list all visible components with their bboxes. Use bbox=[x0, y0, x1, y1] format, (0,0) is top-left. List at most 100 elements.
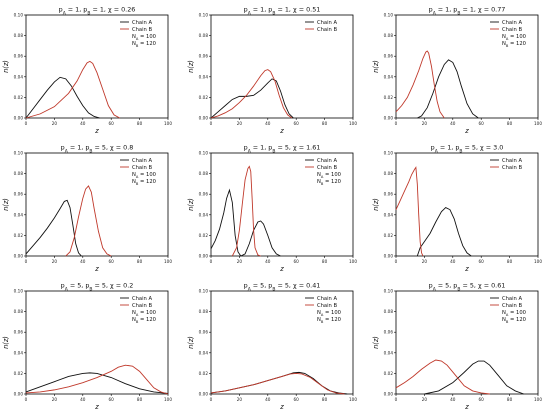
axes-frame bbox=[395, 14, 539, 119]
x-tick-label: 40 bbox=[450, 397, 456, 402]
legend-annotation: NB = 120 bbox=[132, 41, 156, 48]
y-tick-label: 0.04 bbox=[384, 212, 394, 217]
series-chain-b-line bbox=[395, 359, 490, 395]
x-tick-label: 20 bbox=[422, 121, 428, 126]
panel-title: pA = 1, pB = 5, χ = 3.0 bbox=[431, 144, 504, 155]
x-axis-label: z bbox=[94, 265, 99, 273]
legend-entry: Chain B bbox=[132, 303, 152, 309]
x-tick-label: 60 bbox=[294, 397, 300, 402]
y-tick-label: 0.08 bbox=[384, 171, 394, 176]
x-tick-label: 100 bbox=[164, 121, 172, 126]
legend-entry: Chain B bbox=[317, 165, 337, 171]
y-tick-label: 0.00 bbox=[199, 254, 209, 259]
x-tick-label: 100 bbox=[349, 397, 357, 402]
x-axis-label: z bbox=[279, 403, 284, 411]
legend-entry: Chain A bbox=[502, 296, 522, 302]
x-tick-label: 80 bbox=[507, 259, 513, 264]
legend-annotation: NA = 100 bbox=[132, 310, 156, 317]
legend-entry: Chain B bbox=[317, 303, 337, 309]
y-tick-label: 0.08 bbox=[199, 309, 209, 314]
y-tick-label: 0.06 bbox=[384, 192, 394, 197]
series-chain-a-line bbox=[25, 76, 100, 119]
y-tick-label: 0.04 bbox=[14, 74, 24, 79]
y-tick-label: 0.06 bbox=[384, 330, 394, 335]
x-tick-label: 80 bbox=[507, 397, 513, 402]
y-tick-label: 0.08 bbox=[14, 309, 24, 314]
y-tick-label: 0.02 bbox=[14, 233, 24, 238]
series-chain-b-line bbox=[231, 165, 261, 257]
x-tick-label: 20 bbox=[52, 259, 58, 264]
x-tick-label: 20 bbox=[52, 397, 58, 402]
x-tick-label: 60 bbox=[479, 259, 485, 264]
x-tick-label: 40 bbox=[265, 397, 271, 402]
x-tick-label: 100 bbox=[164, 259, 172, 264]
x-tick-label: 40 bbox=[80, 121, 86, 126]
legend-annotation: NB = 120 bbox=[317, 179, 341, 186]
y-tick-label: 0.00 bbox=[384, 254, 394, 259]
legend-entry: Chain A bbox=[317, 20, 337, 26]
y-tick-label: 0.10 bbox=[199, 13, 209, 18]
y-tick-label: 0.10 bbox=[384, 151, 394, 156]
x-tick-label: 100 bbox=[534, 397, 542, 402]
series-chain-a-line bbox=[416, 207, 472, 257]
axes-frame bbox=[25, 152, 169, 257]
legend-entry: Chain B bbox=[502, 27, 522, 33]
x-tick-label: 100 bbox=[349, 121, 357, 126]
x-tick-label: 0 bbox=[210, 259, 213, 264]
legend-entry: Chain B bbox=[317, 27, 337, 33]
panel-4: pA = 1, pB = 5, χ = 0.8 0 20 40 60 80 100 0.00 0… bbox=[2, 144, 172, 274]
x-tick-label: 0 bbox=[25, 259, 28, 264]
series-chain-a-line bbox=[210, 371, 348, 395]
y-tick-label: 0.04 bbox=[199, 74, 209, 79]
y-axis-label: n(z) bbox=[2, 198, 10, 211]
y-axis-label: n(z) bbox=[2, 336, 10, 349]
legend-entry: Chain A bbox=[502, 20, 522, 26]
y-tick-label: 0.04 bbox=[14, 350, 24, 355]
axes-frame bbox=[210, 152, 354, 257]
x-tick-label: 60 bbox=[479, 397, 485, 402]
y-tick-label: 0.06 bbox=[384, 54, 394, 59]
y-tick-label: 0.00 bbox=[14, 116, 24, 121]
x-tick-label: 40 bbox=[450, 121, 456, 126]
series-chain-a-line bbox=[210, 188, 281, 257]
panel-2: pA = 1, pB = 1, χ = 0.51 0 20 40 60 80 100 0.00… bbox=[187, 6, 357, 136]
legend-entry: Chain B bbox=[132, 27, 152, 33]
y-tick-label: 0.06 bbox=[199, 192, 209, 197]
panel-title: pA = 1, pB = 5, χ = 0.8 bbox=[61, 144, 134, 155]
x-tick-label: 60 bbox=[109, 121, 115, 126]
legend-annotation: NA = 100 bbox=[132, 172, 156, 179]
x-tick-label: 40 bbox=[450, 259, 456, 264]
axes-frame bbox=[25, 14, 169, 119]
legend-entry: Chain A bbox=[132, 20, 152, 26]
y-tick-label: 0.02 bbox=[199, 95, 209, 100]
y-tick-label: 0.00 bbox=[14, 392, 24, 397]
y-tick-label: 0.08 bbox=[14, 33, 24, 38]
legend-entry: Chain B bbox=[502, 165, 522, 171]
legend-entry: Chain B bbox=[502, 303, 522, 309]
x-axis-label: z bbox=[464, 403, 469, 411]
axes-frame bbox=[395, 152, 539, 257]
y-tick-label: 0.02 bbox=[384, 233, 394, 238]
panel-title: pA = 1, pB = 5, χ = 1.61 bbox=[244, 144, 321, 155]
panel-title: pA = 1, pB = 1, χ = 0.26 bbox=[59, 6, 136, 17]
x-axis-label: z bbox=[94, 127, 99, 135]
x-tick-label: 20 bbox=[52, 121, 58, 126]
series-chain-a-line bbox=[417, 59, 479, 119]
y-tick-label: 0.10 bbox=[199, 289, 209, 294]
y-tick-label: 0.06 bbox=[199, 330, 209, 335]
panel-title: pA = 1, pB = 1, χ = 0.77 bbox=[429, 6, 506, 17]
y-tick-label: 0.04 bbox=[384, 74, 394, 79]
legend-entry: Chain A bbox=[317, 296, 337, 302]
y-axis-label: n(z) bbox=[187, 336, 195, 349]
x-tick-label: 100 bbox=[534, 121, 542, 126]
panel-title: pA = 1, pB = 1, χ = 0.51 bbox=[244, 6, 321, 17]
y-tick-label: 0.02 bbox=[14, 95, 24, 100]
panel-1: pA = 1, pB = 1, χ = 0.26 0 20 40 60 80 100 0.00… bbox=[2, 6, 172, 136]
x-tick-label: 40 bbox=[80, 397, 86, 402]
series-chain-a-line bbox=[424, 360, 524, 395]
panel-6: pA = 1, pB = 5, χ = 3.0 0 20 40 60 80 100 0.00 0… bbox=[372, 144, 542, 274]
y-axis-label: n(z) bbox=[187, 60, 195, 73]
y-axis-label: n(z) bbox=[2, 60, 10, 73]
y-tick-label: 0.00 bbox=[199, 392, 209, 397]
y-tick-label: 0.06 bbox=[14, 54, 24, 59]
